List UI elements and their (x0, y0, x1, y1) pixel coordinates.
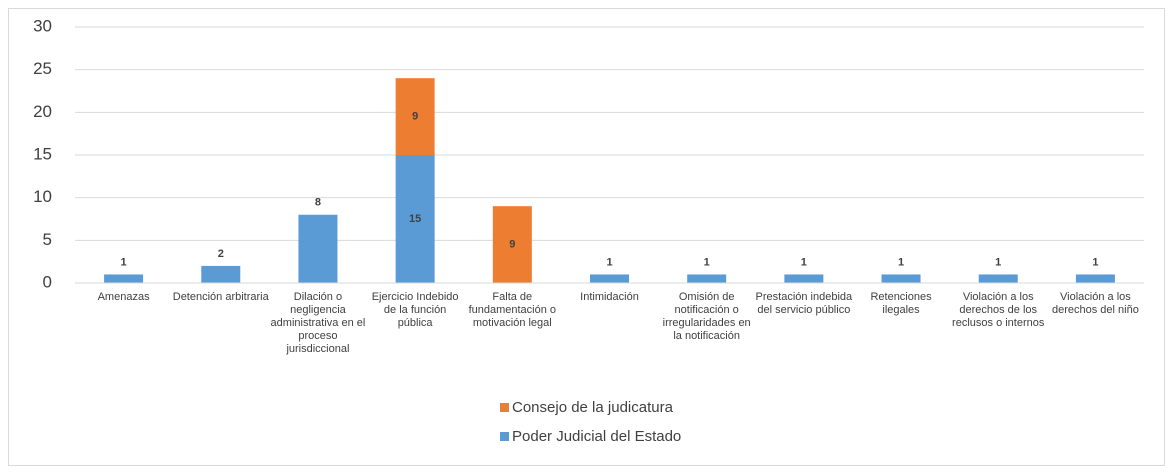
bar-segment (687, 274, 727, 283)
x-tick-label: Omisión de notificación o irregularidade… (662, 291, 751, 342)
legend-swatch (500, 432, 509, 441)
bar-segment (395, 155, 435, 283)
data-label: 1 (1092, 256, 1098, 268)
legend-item: Consejo de la judicatura (500, 399, 673, 416)
x-tick-label: Violación a los derechos del niño (1051, 291, 1139, 316)
bar-segment (978, 274, 1018, 283)
y-tick-label: 25 (33, 59, 52, 78)
data-label: 9 (412, 111, 418, 123)
y-tick-label: 0 (43, 272, 52, 291)
bar-segment (395, 78, 435, 155)
data-label: 1 (898, 256, 904, 268)
x-tick-label: Falta de fundamentación o motivación leg… (468, 291, 557, 329)
bar-segment (201, 265, 241, 283)
x-tick-label: Ejercicio Indebido de la función pública (371, 291, 459, 329)
bar-segment (492, 206, 532, 283)
x-tick-label: Intimidación (580, 291, 639, 303)
bar-segment (784, 274, 824, 283)
legend-label: Consejo de la judicatura (512, 399, 673, 416)
y-tick-label: 30 (33, 16, 52, 35)
bar-segment (590, 274, 629, 283)
data-label: 1 (995, 256, 1001, 268)
x-tick-label: Dilación o negligencia administrativa en… (270, 291, 366, 355)
bar-segment (881, 274, 921, 283)
legend-item: Poder Judicial del Estado (500, 428, 681, 445)
y-tick-label: 5 (43, 230, 52, 249)
bar-segment (298, 214, 338, 283)
legend-label: Poder Judicial del Estado (512, 428, 682, 445)
chart-border (8, 8, 1165, 466)
data-label: 1 (606, 256, 612, 268)
bar-segment (1075, 274, 1115, 283)
data-label: 2 (218, 248, 224, 260)
y-tick-label: 15 (33, 144, 52, 163)
x-tick-label: Violación a los derechos de los reclusos… (952, 291, 1045, 329)
data-label: 9 (509, 239, 515, 251)
data-label: 1 (801, 256, 807, 268)
data-label: 8 (315, 197, 321, 209)
x-tick-label: Amenazas (97, 291, 150, 303)
data-label: 1 (121, 256, 127, 268)
bar-segment (104, 274, 144, 283)
data-label: 15 (409, 213, 421, 225)
y-tick-label: 10 (33, 187, 52, 206)
x-tick-label: Detención arbitraria (172, 291, 269, 303)
x-tick-label: Prestación indebida del servicio público (755, 291, 853, 316)
x-tick-label: Retenciones ilegales (870, 291, 932, 316)
data-label: 1 (704, 256, 710, 268)
legend-swatch (500, 403, 509, 412)
y-tick-label: 20 (33, 102, 52, 121)
